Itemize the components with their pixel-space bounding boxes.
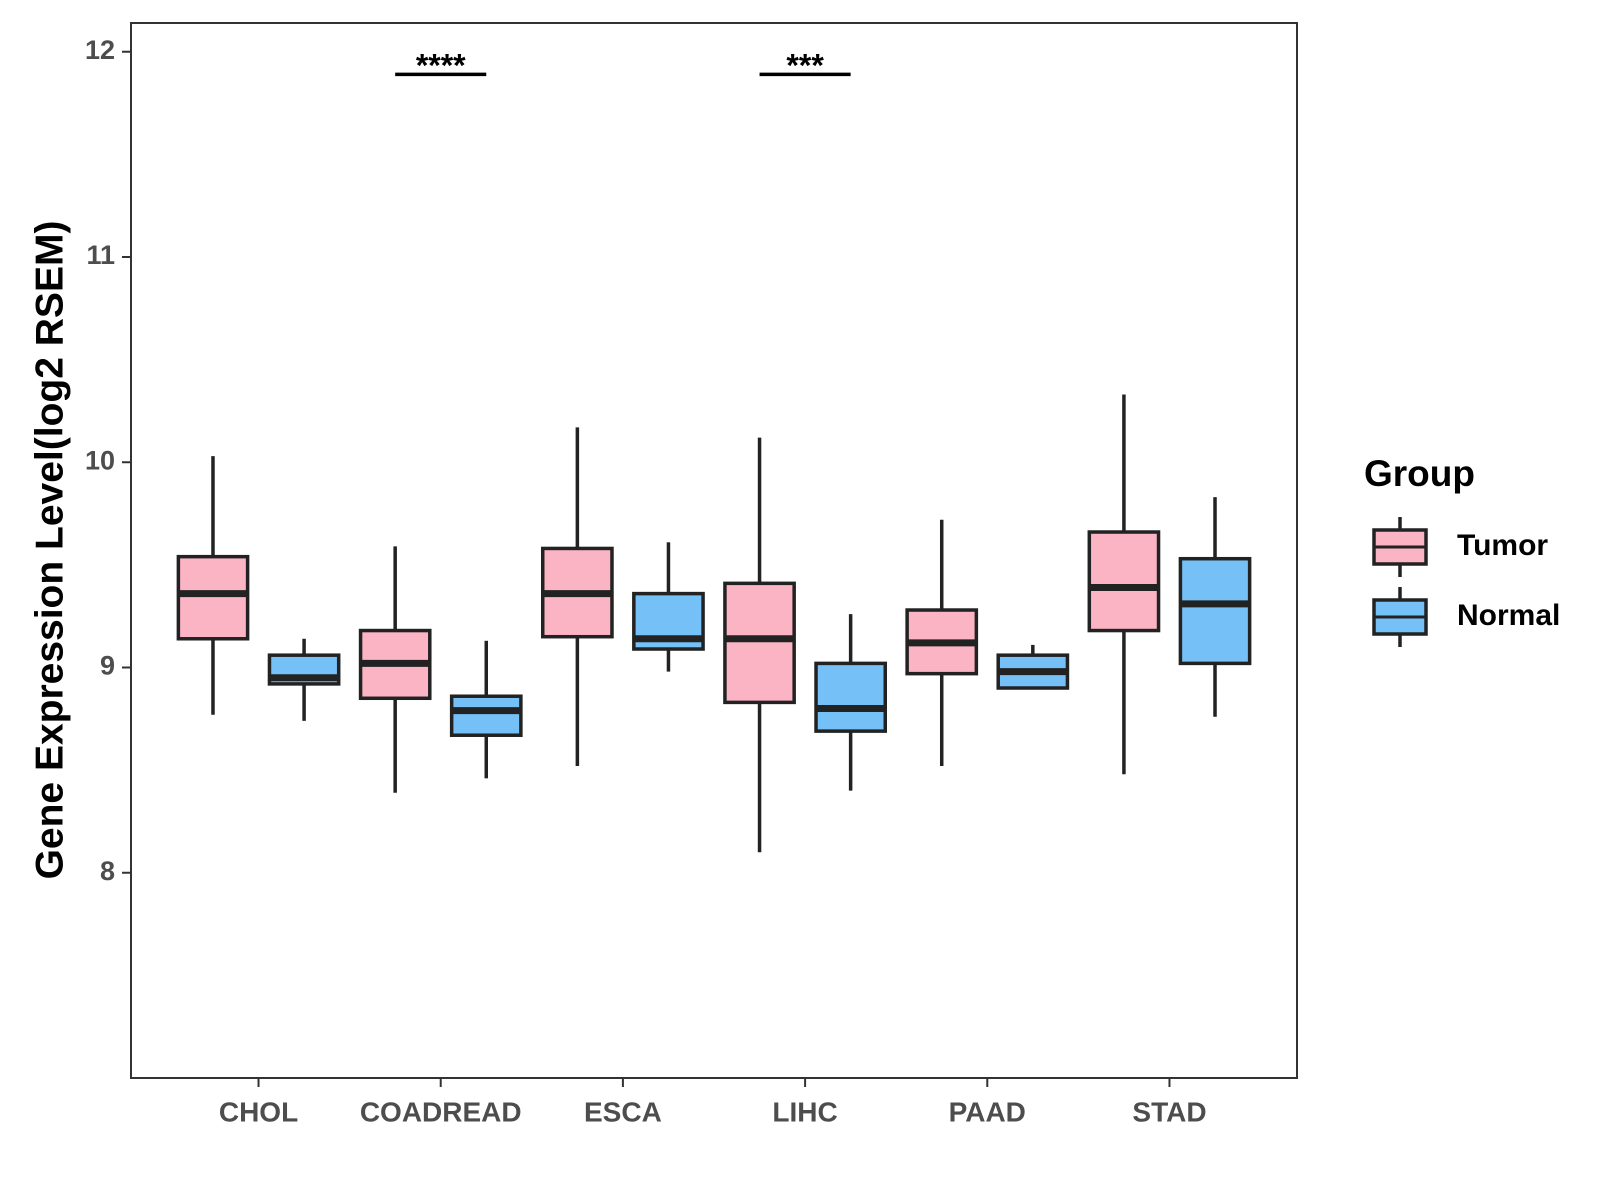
y-tick-label: 11 (86, 240, 115, 270)
box-layer (176, 394, 1252, 853)
y-tick-label: 10 (85, 445, 115, 475)
box-body (1087, 530, 1161, 633)
box-normal-stad (1178, 497, 1252, 717)
x-tick-label: COADREAD (360, 1096, 522, 1127)
x-tick-label: PAAD (949, 1096, 1026, 1127)
box-body (723, 581, 796, 705)
box-normal-lihc (814, 614, 888, 791)
y-tick-label: 8 (100, 856, 115, 886)
x-axis: CHOL COADREAD ESCA LIHC PAAD STAD (219, 1078, 1207, 1127)
box-tumor-stad (1087, 394, 1161, 775)
box-tumor-coadread (358, 546, 432, 793)
legend-entry-normal: Normal (1372, 587, 1560, 647)
box-body (814, 661, 888, 733)
significance-label: **** (416, 47, 466, 83)
box-body (1178, 556, 1252, 666)
significance-layer: **** *** (395, 47, 851, 83)
box-normal-esca (632, 542, 705, 672)
box-normal-coadread (449, 640, 523, 779)
legend-title: Group (1364, 453, 1475, 494)
box-tumor-esca (540, 427, 614, 767)
legend-entry-tumor: Tumor (1372, 517, 1548, 577)
y-tick-label: 9 (100, 651, 115, 681)
box-normal-paad (996, 644, 1070, 690)
box-tumor-lihc (723, 437, 796, 853)
y-tick-label: 12 (85, 35, 115, 65)
y-axis: 8 9 10 11 12 (85, 35, 131, 886)
y-axis-title: Gene Expression Level(log2 RSEM) (28, 221, 71, 880)
x-tick-label: ESCA (584, 1096, 662, 1127)
x-tick-label: LIHC (772, 1096, 837, 1127)
significance-label: *** (786, 47, 824, 83)
x-tick-label: STAD (1132, 1096, 1206, 1127)
box-body (449, 694, 523, 737)
x-tick-label: CHOL (219, 1096, 298, 1127)
legend: Group Tumor Normal (1364, 453, 1560, 647)
box-body (176, 554, 250, 641)
box-tumor-chol (176, 456, 250, 715)
legend-label: Tumor (1457, 529, 1548, 562)
box-normal-chol (267, 638, 341, 721)
box-tumor-paad (905, 519, 979, 767)
legend-label: Normal (1457, 599, 1560, 632)
